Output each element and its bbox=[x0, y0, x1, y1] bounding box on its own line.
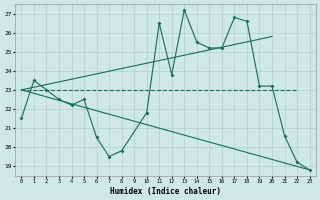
X-axis label: Humidex (Indice chaleur): Humidex (Indice chaleur) bbox=[110, 187, 221, 196]
